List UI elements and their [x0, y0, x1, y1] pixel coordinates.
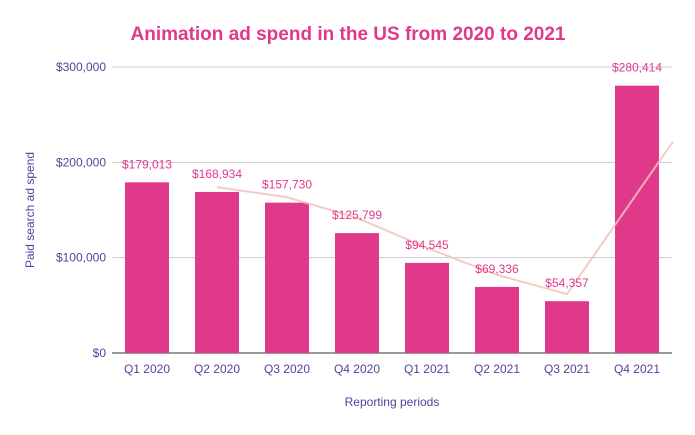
trendline [216, 141, 674, 296]
x-tick-label: Q2 2020 [194, 362, 240, 376]
y-axis-label: Paid search ad spend [23, 152, 37, 268]
bar [545, 301, 589, 353]
y-tick-label: $0 [93, 346, 107, 360]
data-label: $125,799 [332, 208, 382, 222]
data-label: $94,545 [405, 238, 449, 252]
bar [615, 85, 659, 353]
x-tick-label: Q4 2021 [614, 362, 660, 376]
bar [125, 182, 169, 353]
x-axis-label: Reporting periods [345, 395, 440, 409]
data-label: $157,730 [262, 178, 312, 192]
x-tick-label: Q1 2021 [404, 362, 450, 376]
y-tick-label: $300,000 [56, 60, 106, 74]
y-tick-label: $200,000 [56, 155, 106, 169]
x-tick-label: Q1 2020 [124, 362, 170, 376]
bar [265, 202, 309, 353]
data-label: $54,357 [545, 276, 589, 290]
data-label: $280,414 [612, 61, 662, 75]
data-label: $179,013 [122, 157, 172, 171]
y-tick-label: $100,000 [56, 251, 106, 265]
bar [335, 233, 379, 353]
data-label: $69,336 [475, 262, 519, 276]
data-label: $168,934 [192, 167, 242, 181]
x-tick-label: Q4 2020 [334, 362, 380, 376]
x-tick-label: Q2 2021 [474, 362, 520, 376]
bar [475, 286, 519, 353]
x-tick-label: Q3 2020 [264, 362, 310, 376]
bar [405, 262, 449, 353]
x-tick-label: Q3 2021 [544, 362, 590, 376]
chart-title: Animation ad spend in the US from 2020 t… [131, 24, 566, 45]
bar [195, 191, 239, 353]
